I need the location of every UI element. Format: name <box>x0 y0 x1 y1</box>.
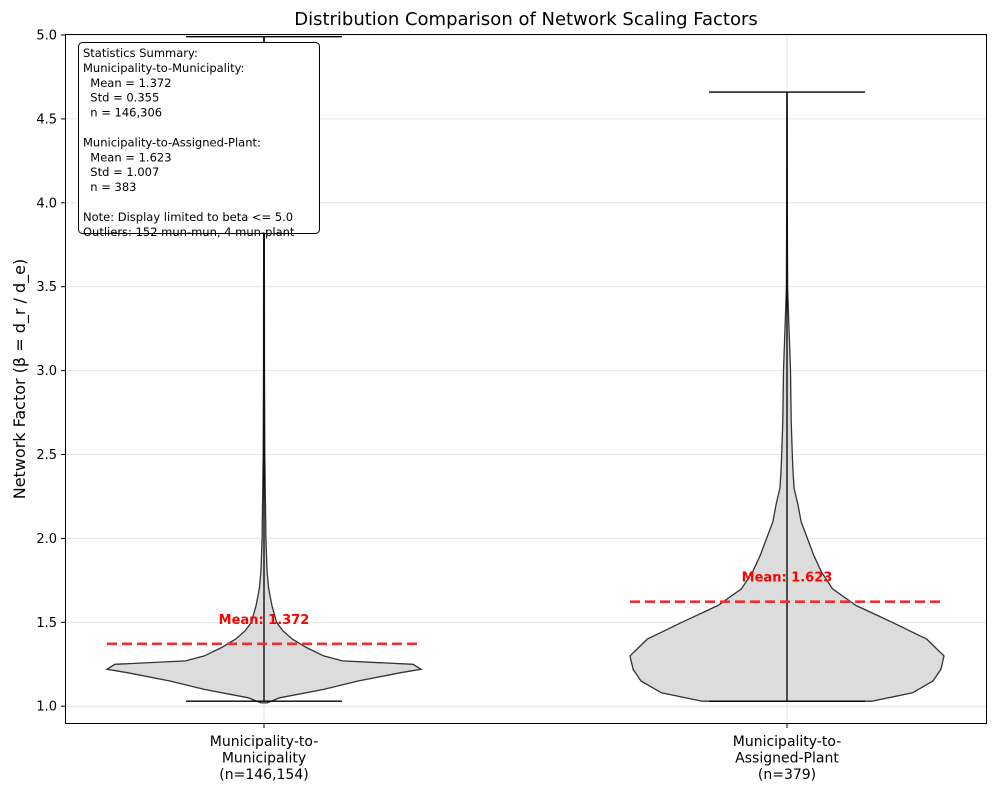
stats-line: Std = 1.007 <box>83 165 159 179</box>
x-category-label-line: Assigned-Plant <box>735 751 839 767</box>
stats-box-frame <box>78 42 320 234</box>
chart-title: Distribution Comparison of Network Scali… <box>294 9 758 30</box>
stats-line: Std = 0.355 <box>83 91 159 105</box>
y-axis-label: Network Factor (β = d_r / d_e) <box>10 259 30 500</box>
stats-line: Municipality-to-Municipality: <box>83 61 244 75</box>
stats-line: Mean = 1.372 <box>83 76 172 90</box>
y-tick-label: 4.0 <box>36 196 57 211</box>
stats-line: Statistics Summary: <box>83 46 198 60</box>
x-category-label-line: (n=146,154) <box>219 767 308 783</box>
y-tick-label: 3.5 <box>36 280 57 295</box>
x-category-label-line: Municipality-to- <box>210 734 319 750</box>
y-tick-label: 2.0 <box>36 532 57 547</box>
x-category-label-line: (n=379) <box>758 767 816 783</box>
x-axis-ticks: Municipality-to-Municipality(n=146,154)M… <box>210 723 842 783</box>
x-category-label-line: Municipality-to- <box>733 734 842 750</box>
stats-line: Municipality-to-Assigned-Plant: <box>83 135 261 149</box>
x-category-label-line: Municipality <box>222 751 306 767</box>
y-tick-label: 1.0 <box>36 700 57 715</box>
statistics-summary-box: Statistics Summary:Municipality-to-Munic… <box>78 42 320 239</box>
mean-markers: Mean: 1.372 Mean: 1.623 <box>107 571 944 646</box>
stats-line: n = 383 <box>83 180 137 194</box>
stats-line: Note: Display limited to beta <= 5.0 <box>83 210 293 224</box>
y-tick-label: 5.0 <box>36 29 57 44</box>
plot-area-frame <box>65 34 987 724</box>
mean-label: Mean: 1.372 <box>219 613 310 628</box>
y-axis-ticks: 1.0 1.5 2.0 2.5 3.0 3.5 4.0 4.5 5.0 <box>36 29 66 715</box>
y-tick-label: 1.5 <box>36 616 57 631</box>
y-tick-label: 2.5 <box>36 448 57 463</box>
y-tick-label: 3.0 <box>36 364 57 379</box>
stats-line: Outliers: 152 mun-mun, 4 mun-plant <box>83 225 295 239</box>
y-tick-label: 4.5 <box>36 112 57 127</box>
stats-line: Mean = 1.623 <box>83 150 172 164</box>
mean-label: Mean: 1.623 <box>742 571 833 586</box>
stats-line: n = 146,306 <box>83 106 162 120</box>
